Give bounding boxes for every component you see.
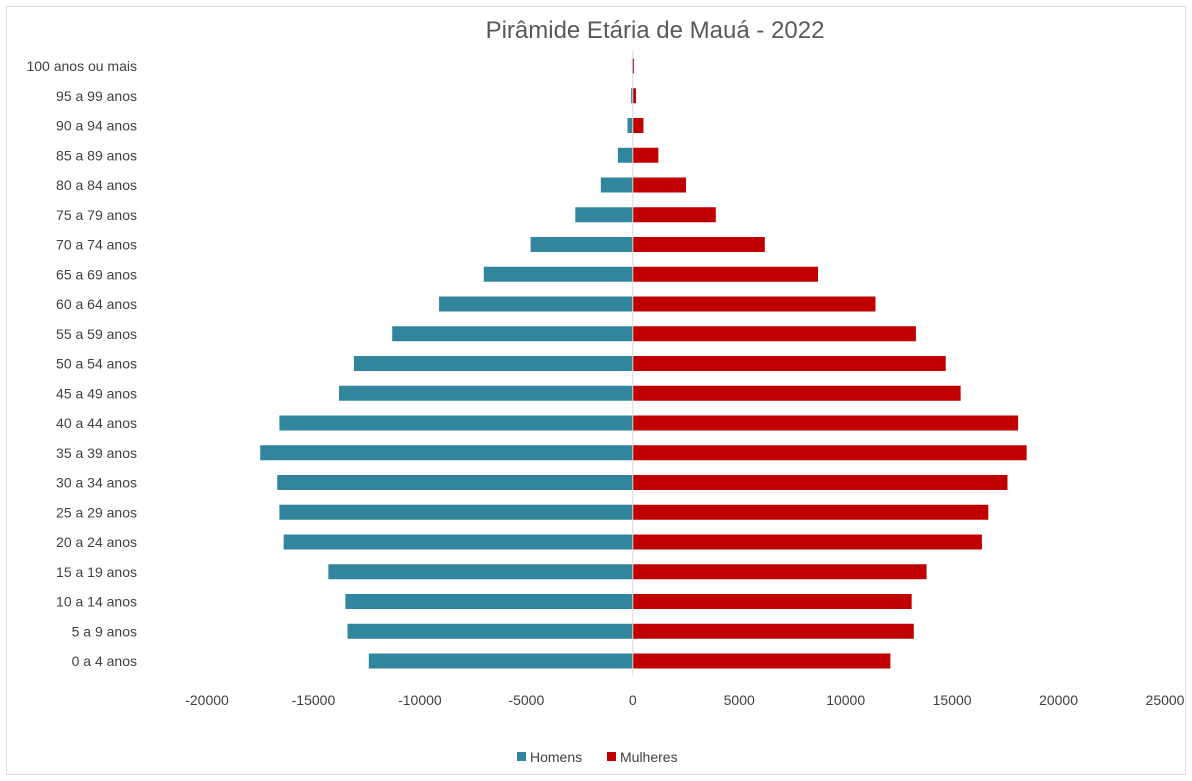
bar-homens-1	[347, 623, 633, 639]
bar-homens-8	[279, 415, 633, 431]
bar-mulheres-18	[632, 118, 644, 133]
category-label: 50 a 54 anos	[56, 356, 137, 372]
bar-homens-11	[392, 326, 633, 342]
x-tick-label: 25000	[1146, 692, 1185, 708]
category-label: 85 a 89 anos	[56, 147, 137, 163]
legend-swatch-homens	[517, 752, 526, 761]
x-tick-label: -10000	[398, 692, 442, 708]
bar-homens-5	[279, 504, 633, 520]
legend: Homens Mulheres	[517, 749, 678, 765]
category-label: 5 a 9 anos	[72, 623, 137, 639]
bar-homens-3	[328, 564, 633, 580]
bar-mulheres-1	[632, 623, 914, 639]
bar-homens-16	[600, 177, 633, 193]
bars-layer	[260, 51, 1027, 676]
bar-mulheres-0	[632, 653, 891, 669]
bar-homens-12	[439, 296, 633, 312]
bar-mulheres-20	[632, 58, 635, 74]
bar-mulheres-3	[632, 564, 927, 580]
legend-label-mulheres: Mulheres	[620, 749, 678, 765]
category-label: 35 a 39 anos	[56, 445, 137, 461]
x-tick-label: -5000	[508, 692, 544, 708]
category-label: 55 a 59 anos	[56, 326, 137, 342]
value-axis: -20000 -15000 -10000 -5000 0 5000 10000 15000 20…	[185, 692, 1184, 708]
category-label: 15 a 19 anos	[56, 564, 137, 580]
bar-homens-17	[617, 147, 633, 163]
category-label: 70 a 74 anos	[56, 237, 137, 253]
legend-label-homens: Homens	[530, 749, 582, 765]
x-tick-label: -20000	[185, 692, 229, 708]
bar-mulheres-8	[632, 415, 1019, 431]
bar-homens-0	[368, 653, 633, 669]
bar-mulheres-15	[632, 207, 716, 223]
x-tick-label: 0	[629, 692, 637, 708]
category-label: 0 a 4 anos	[72, 653, 137, 669]
category-label: 90 a 94 anos	[56, 118, 137, 134]
chart-title: Pirâmide Etária de Mauá - 2022	[486, 17, 825, 44]
bar-homens-4	[283, 534, 633, 550]
bar-mulheres-16	[632, 177, 686, 193]
bar-homens-10	[353, 356, 633, 371]
category-label: 80 a 84 anos	[56, 177, 137, 193]
bar-mulheres-5	[632, 504, 989, 520]
category-label: 100 anos ou mais	[26, 58, 137, 74]
category-label: 60 a 64 anos	[56, 296, 137, 312]
bar-mulheres-13	[632, 266, 818, 282]
bar-mulheres-11	[632, 326, 916, 342]
category-label: 45 a 49 anos	[56, 385, 137, 401]
bar-homens-2	[345, 594, 633, 609]
category-label: 65 a 69 anos	[56, 266, 137, 282]
x-tick-label: 20000	[1039, 692, 1078, 708]
category-label: 40 a 44 anos	[56, 415, 137, 431]
bar-mulheres-7	[632, 445, 1027, 461]
category-label: 95 a 99 anos	[56, 88, 137, 104]
category-label: 25 a 29 anos	[56, 504, 137, 520]
bar-homens-14	[530, 237, 633, 252]
bar-homens-6	[277, 475, 633, 490]
x-tick-label: 15000	[933, 692, 972, 708]
category-label: 20 a 24 anos	[56, 534, 137, 550]
bar-homens-18	[627, 118, 633, 133]
bar-homens-13	[483, 266, 633, 282]
bar-mulheres-14	[632, 237, 765, 252]
bar-mulheres-12	[632, 296, 876, 312]
legend-swatch-mulheres	[607, 752, 616, 761]
bar-mulheres-6	[632, 475, 1008, 490]
x-tick-label: -15000	[292, 692, 336, 708]
bar-homens-7	[260, 445, 633, 461]
bar-homens-15	[575, 207, 633, 223]
x-tick-label: 10000	[826, 692, 865, 708]
bar-mulheres-17	[632, 147, 659, 163]
bar-mulheres-9	[632, 385, 961, 401]
bar-homens-19	[631, 88, 633, 104]
bar-mulheres-19	[632, 88, 636, 104]
category-axis: 0 a 4 anos 5 a 9 anos 10 a 14 anos 15 a 19 …	[26, 58, 137, 669]
bar-mulheres-4	[632, 534, 982, 550]
bar-mulheres-10	[632, 356, 946, 371]
category-label: 10 a 14 anos	[56, 594, 137, 610]
bar-homens-9	[338, 385, 633, 401]
bar-mulheres-2	[632, 594, 912, 609]
category-label: 30 a 34 anos	[56, 475, 137, 491]
category-label: 75 a 79 anos	[56, 207, 137, 223]
x-tick-label: 5000	[724, 692, 755, 708]
